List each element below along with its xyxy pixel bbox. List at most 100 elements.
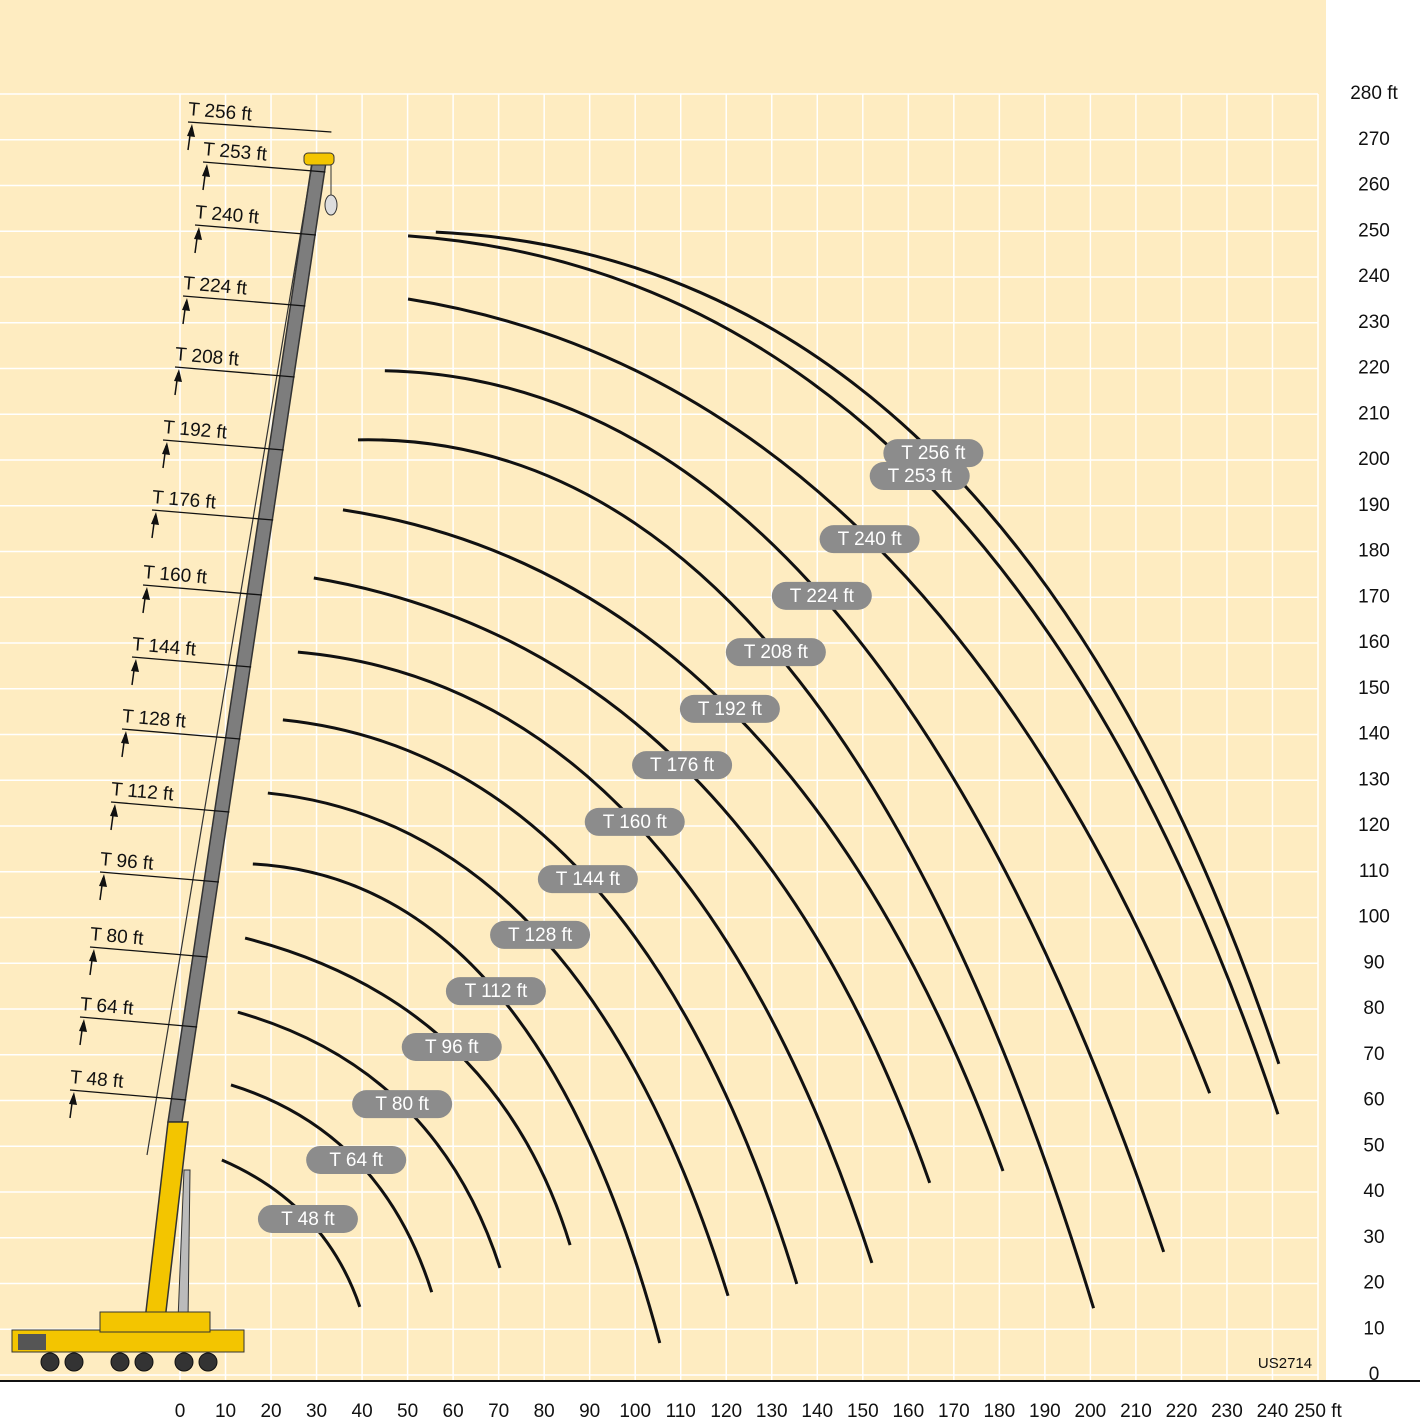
- y-tick-label: 260: [1358, 175, 1390, 196]
- curve-label-text: T 48 ft: [281, 1209, 335, 1230]
- x-tick-label: 30: [306, 1401, 327, 1422]
- leader-line: [151, 509, 274, 521]
- label-pill: [725, 638, 826, 667]
- leader-line: [121, 728, 241, 740]
- arrow-head: [131, 659, 139, 672]
- curve-label: T 48 ft: [257, 1204, 358, 1233]
- curve-label: T 176 ft: [632, 751, 733, 780]
- y-tick-label: 220: [1358, 358, 1390, 379]
- boom-length-label: T 80 ft: [89, 924, 145, 950]
- label-pill: [819, 525, 920, 554]
- y-tick-label: 160: [1358, 632, 1390, 653]
- label-pill: [445, 977, 546, 1006]
- label-pill: [537, 865, 638, 894]
- curve-label-text: T 128 ft: [508, 925, 573, 946]
- y-tick-label: 90: [1363, 952, 1384, 973]
- wheel: [134, 1352, 154, 1372]
- leader-line: [89, 946, 208, 958]
- superstructure: [99, 1311, 211, 1333]
- label-pill: [401, 1032, 502, 1061]
- wheel: [40, 1352, 60, 1372]
- arrow-head: [79, 1019, 87, 1032]
- x-tick-label: 150: [847, 1401, 879, 1422]
- y-tick-label: 130: [1358, 769, 1390, 790]
- leader-line: [69, 1089, 187, 1101]
- leader-line: [182, 295, 306, 307]
- y-tick-label: 200: [1358, 449, 1390, 470]
- curve-label-text: T 253 ft: [888, 466, 953, 487]
- curve-label: T 224 ft: [771, 581, 872, 610]
- y-tick-label: 230: [1358, 312, 1390, 333]
- labels: T 48 ft T 48 ft T 64 ft T 64 ft T 80 ft T 80 …: [69, 99, 984, 1233]
- arrow-head: [202, 164, 210, 177]
- arrow-head: [182, 298, 190, 311]
- y-tick-label: 190: [1358, 495, 1390, 516]
- leader-line: [142, 584, 263, 596]
- arrow-head: [99, 874, 107, 887]
- label-pill: [490, 920, 591, 949]
- label-pill: [679, 694, 780, 723]
- wheel: [174, 1352, 194, 1372]
- x-tick-label: 100: [619, 1401, 651, 1422]
- wheels: [40, 1352, 218, 1372]
- x-tick-label: 60: [443, 1401, 464, 1422]
- arrow-head: [194, 227, 202, 240]
- y-tick-label: 120: [1358, 815, 1390, 836]
- x-tick-label: 110: [666, 1401, 696, 1422]
- arrow-head: [151, 512, 159, 525]
- curve-label: T 256 ft: [883, 439, 984, 468]
- boom-length-label: T 64 ft: [79, 994, 135, 1020]
- leader-line: [194, 224, 317, 236]
- plot-background: [0, 0, 1326, 1380]
- label-pill: [306, 1145, 407, 1174]
- label-pill: [584, 807, 685, 836]
- arrow-head: [121, 731, 129, 744]
- y-tick-label: 240: [1358, 266, 1390, 287]
- boom-length-label: T 48 ft: [69, 1067, 125, 1093]
- x-tick-label: 90: [579, 1401, 600, 1422]
- curve-label-text: T 176 ft: [650, 755, 715, 776]
- leader-line: [162, 439, 284, 451]
- y-tick-label: 0: [1369, 1364, 1380, 1385]
- curve-label-text: T 160 ft: [603, 812, 668, 833]
- y-tick-label: 30: [1363, 1227, 1384, 1248]
- curve-label-text: T 112 ft: [465, 981, 528, 1002]
- curve-label-text: T 64 ft: [329, 1150, 383, 1171]
- carrier: [11, 1329, 245, 1353]
- wheel: [64, 1352, 84, 1372]
- curve-label: T 64 ft: [306, 1145, 407, 1174]
- label-pill: [883, 439, 984, 468]
- drawing-code: US2714: [1258, 1355, 1312, 1372]
- label-pill: [352, 1090, 453, 1119]
- curve-label: T 240 ft: [819, 525, 920, 554]
- leader-line: [131, 656, 252, 668]
- y-tick-label: 70: [1363, 1044, 1384, 1065]
- curve-label: T 253 ft: [869, 462, 970, 491]
- label-pill: [632, 751, 733, 780]
- arrow-head: [174, 369, 182, 382]
- curve-label: T 144 ft: [537, 865, 638, 894]
- curve-label: T 112 ft: [445, 977, 546, 1006]
- arrow-head: [89, 949, 97, 962]
- curve-label: T 192 ft: [679, 694, 780, 723]
- x-tick-label: 200: [1075, 1401, 1107, 1422]
- arrow-head: [69, 1092, 77, 1105]
- x-tick-label: 20: [260, 1401, 281, 1422]
- wheel: [110, 1352, 130, 1372]
- y-tick-label: 150: [1358, 678, 1390, 699]
- x-tick-label: 220: [1166, 1401, 1198, 1422]
- crane: [11, 152, 338, 1372]
- y-tick-label: 80: [1363, 998, 1384, 1019]
- boom-head: [303, 152, 335, 166]
- arrow-head: [187, 124, 195, 137]
- y-tick-label: 20: [1363, 1273, 1384, 1294]
- arrow-head: [162, 442, 170, 455]
- curve-label: T 128 ft: [490, 920, 591, 949]
- x-tick-label: 160: [892, 1401, 924, 1422]
- label-pill: [257, 1204, 358, 1233]
- x-tick-label: 10: [215, 1401, 236, 1422]
- y-tick-label: 170: [1358, 586, 1390, 607]
- y-tick-label: 210: [1358, 403, 1390, 424]
- x-tick-label: 80: [534, 1401, 555, 1422]
